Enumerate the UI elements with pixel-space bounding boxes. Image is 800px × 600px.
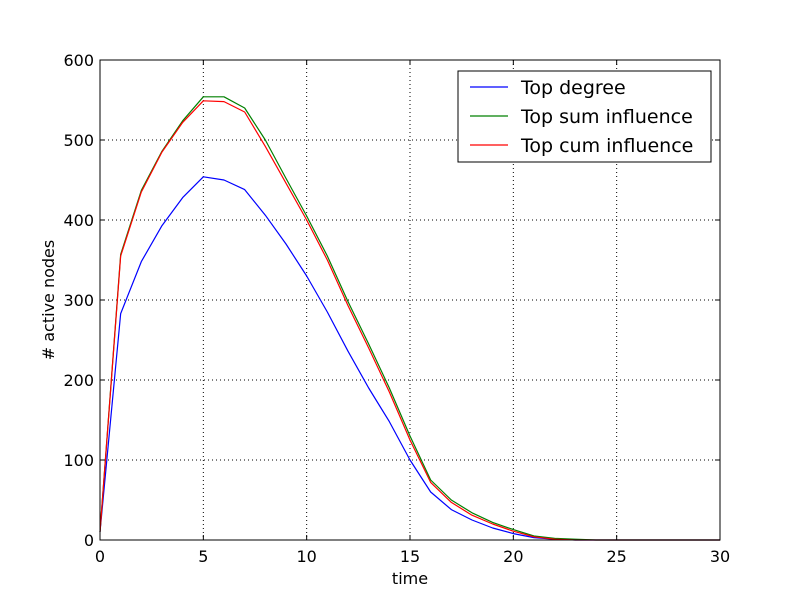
x-tick-label: 25 <box>606 547 626 566</box>
y-tick-label: 600 <box>63 51 94 70</box>
x-tick-label: 20 <box>503 547 523 566</box>
x-tick-label: 0 <box>95 547 105 566</box>
y-tick-label: 500 <box>63 131 94 150</box>
x-tick-label: 15 <box>400 547 420 566</box>
y-tick-label: 400 <box>63 211 94 230</box>
y-axis-label: # active nodes <box>39 240 58 360</box>
x-tick-label: 5 <box>198 547 208 566</box>
x-axis-label: time <box>392 569 428 588</box>
x-tick-label: 30 <box>710 547 730 566</box>
legend-label-top-sum-influence: Top sum influence <box>520 106 693 128</box>
y-tick-label: 100 <box>63 451 94 470</box>
legend-label-top-cum-influence: Top cum influence <box>520 135 693 157</box>
legend-label-top-degree: Top degree <box>520 77 626 99</box>
y-tick-label: 300 <box>63 291 94 310</box>
y-tick-label: 0 <box>84 531 94 550</box>
legend: Top degree Top sum influence Top cum influ… <box>457 70 712 163</box>
x-tick-label: 10 <box>296 547 316 566</box>
y-tick-label: 200 <box>63 371 94 390</box>
